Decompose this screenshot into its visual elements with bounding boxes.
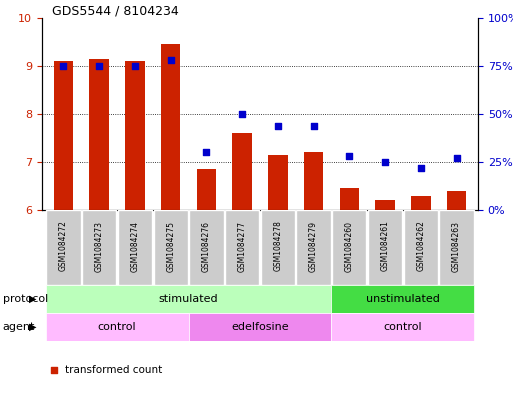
Text: GSM1084262: GSM1084262: [417, 220, 425, 272]
Text: GSM1084278: GSM1084278: [273, 220, 282, 272]
Point: [417, 165, 425, 171]
Point: [202, 149, 210, 156]
Point: [167, 57, 175, 63]
Bar: [304, 152, 323, 210]
Text: GSM1084263: GSM1084263: [452, 220, 461, 272]
Text: edelfosine: edelfosine: [231, 322, 289, 332]
Bar: [331, 313, 475, 341]
Point: [238, 111, 246, 117]
Bar: [161, 44, 181, 210]
Text: ▶: ▶: [29, 294, 37, 304]
Bar: [332, 210, 366, 285]
Bar: [225, 210, 259, 285]
Bar: [297, 210, 331, 285]
Point: [49, 367, 57, 374]
Text: GSM1084279: GSM1084279: [309, 220, 318, 272]
Point: [309, 122, 318, 129]
Bar: [404, 210, 438, 285]
Text: GDS5544 / 8104234: GDS5544 / 8104234: [52, 5, 179, 18]
Bar: [89, 59, 109, 210]
Bar: [268, 155, 288, 210]
Text: GSM1084274: GSM1084274: [130, 220, 140, 272]
Bar: [440, 210, 473, 285]
Point: [345, 153, 353, 160]
Point: [60, 63, 68, 69]
Bar: [153, 210, 188, 285]
Bar: [375, 200, 395, 210]
Bar: [368, 210, 402, 285]
Point: [95, 63, 103, 69]
Text: GSM1084272: GSM1084272: [59, 220, 68, 272]
Text: stimulated: stimulated: [159, 294, 219, 304]
Text: GSM1084276: GSM1084276: [202, 220, 211, 272]
Text: ▶: ▶: [29, 322, 37, 332]
Bar: [125, 61, 145, 210]
Bar: [411, 196, 430, 210]
Bar: [118, 210, 152, 285]
Point: [131, 63, 139, 69]
Bar: [46, 285, 331, 313]
Text: control: control: [384, 322, 422, 332]
Text: agent: agent: [3, 322, 35, 332]
Bar: [54, 61, 73, 210]
Text: control: control: [98, 322, 136, 332]
Bar: [331, 285, 475, 313]
Text: GSM1084275: GSM1084275: [166, 220, 175, 272]
Bar: [447, 191, 466, 210]
Text: GSM1084261: GSM1084261: [381, 220, 389, 272]
Text: unstimulated: unstimulated: [366, 294, 440, 304]
Bar: [188, 313, 331, 341]
Text: transformed count: transformed count: [65, 365, 162, 375]
Text: GSM1084277: GSM1084277: [238, 220, 247, 272]
Bar: [232, 133, 252, 210]
Text: GSM1084273: GSM1084273: [95, 220, 104, 272]
Point: [452, 155, 461, 161]
Point: [274, 122, 282, 129]
Bar: [82, 210, 116, 285]
Text: protocol: protocol: [3, 294, 48, 304]
Bar: [46, 210, 81, 285]
Bar: [46, 313, 188, 341]
Point: [381, 159, 389, 165]
Bar: [340, 188, 359, 210]
Bar: [196, 169, 216, 210]
Bar: [189, 210, 224, 285]
Bar: [261, 210, 295, 285]
Text: GSM1084260: GSM1084260: [345, 220, 354, 272]
